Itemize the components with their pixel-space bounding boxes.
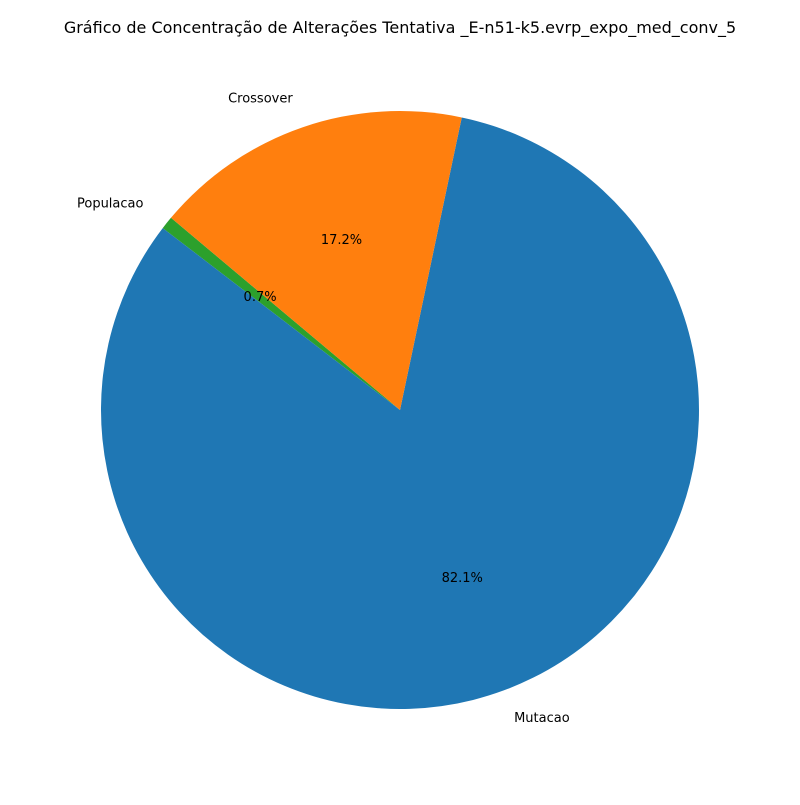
pct-label-populacao: 0.7% (244, 290, 277, 305)
pct-label-mutacao: 82.1% (442, 571, 483, 586)
pie-slices (100, 111, 699, 710)
pie-slice-populacao (162, 217, 400, 410)
pct-label-crossover: 17.2% (321, 233, 362, 248)
category-label-crossover: Crossover (228, 92, 293, 107)
pie-slice-mutacao (100, 117, 699, 710)
pie-slice-crossover (170, 111, 462, 411)
chart-title: Gráfico de Concentração de Alterações Te… (64, 18, 736, 38)
pie-labels: 0.7% Populacao 82.1% Mutacao 17.2% Crossover (77, 92, 570, 726)
category-label-mutacao: Mutacao (514, 711, 570, 726)
category-label-populacao: Populacao (77, 197, 144, 212)
